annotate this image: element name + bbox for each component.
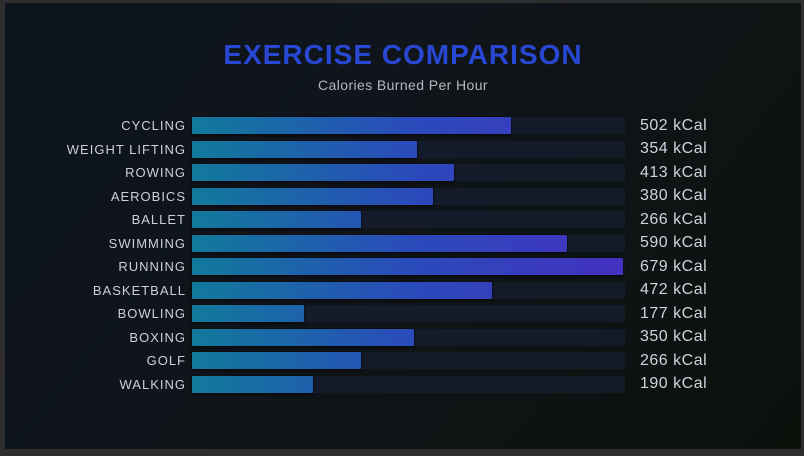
bar-track [192,258,625,276]
chart-row: RUNNING 679 kCal [5,255,801,279]
chart-row: ROWING 413 kCal [5,161,801,185]
category-label: SWIMMING [108,235,186,251]
category-label: WEIGHT LIFTING [66,141,186,157]
category-label: BOXING [129,329,186,345]
value-label: 350 kCal [640,328,708,346]
category-label: WALKING [119,376,186,392]
bar [192,234,567,252]
category-label: GOLF [146,353,186,369]
value-label: 502 kCal [640,116,708,134]
bar-track [192,211,625,229]
value-label: 472 kCal [640,281,708,299]
category-label: BOWLING [117,306,186,322]
bar [192,117,511,135]
value-label: 413 kCal [640,163,708,181]
chart-subtitle: Calories Burned Per Hour [318,77,488,93]
bar-track [192,281,625,299]
chart-row: CYCLING 502 kCal [5,114,801,138]
value-label: 590 kCal [640,234,708,252]
category-label: ROWING [125,165,186,181]
bar-track [192,164,625,182]
chart-row: BASKETBALL 472 kCal [5,279,801,303]
category-label: RUNNING [118,259,186,275]
bar-track [192,234,625,252]
category-label: CYCLING [121,118,186,134]
bar-track [192,305,625,323]
chart-row: BALLET 266 kCal [5,208,801,232]
bar [192,352,361,370]
bar [192,164,455,182]
category-label: BASKETBALL [92,282,186,298]
bar [192,187,434,205]
value-label: 354 kCal [640,140,708,158]
bar [192,375,313,393]
chart-row: WEIGHT LIFTING 354 kCal [5,138,801,162]
bar [192,281,492,299]
bar [192,211,361,229]
value-label: 266 kCal [640,351,708,369]
value-label: 380 kCal [640,187,708,205]
chart-row: BOWLING 177 kCal [5,302,801,326]
category-label: AEROBICS [110,188,186,204]
chart-title: EXERCISE COMPARISON [223,39,583,70]
bar-track [192,187,625,205]
bar [192,258,623,276]
bar [192,305,305,323]
chart-row: AEROBICS 380 kCal [5,185,801,209]
bar-track [192,328,625,346]
bar-track [192,375,625,393]
bar-track [192,117,625,135]
chart-row: SWIMMING 590 kCal [5,232,801,256]
value-label: 679 kCal [640,257,708,275]
chart-canvas: EXERCISE COMPARISON Calories Burned Per … [5,3,801,449]
chart-row: BOXING 350 kCal [5,326,801,350]
chart-row: WALKING 190 kCal [5,373,801,397]
value-label: 177 kCal [640,304,708,322]
category-label: BALLET [131,212,186,228]
value-label: 266 kCal [640,210,708,228]
bar [192,140,417,158]
chart-row: GOLF 266 kCal [5,349,801,373]
value-label: 190 kCal [640,375,708,393]
bar [192,328,415,346]
bar-track [192,140,625,158]
bar-chart: CYCLING 502 kCal WEIGHT LIFTING 354 kCal ROW… [5,114,801,396]
bar-track [192,352,625,370]
